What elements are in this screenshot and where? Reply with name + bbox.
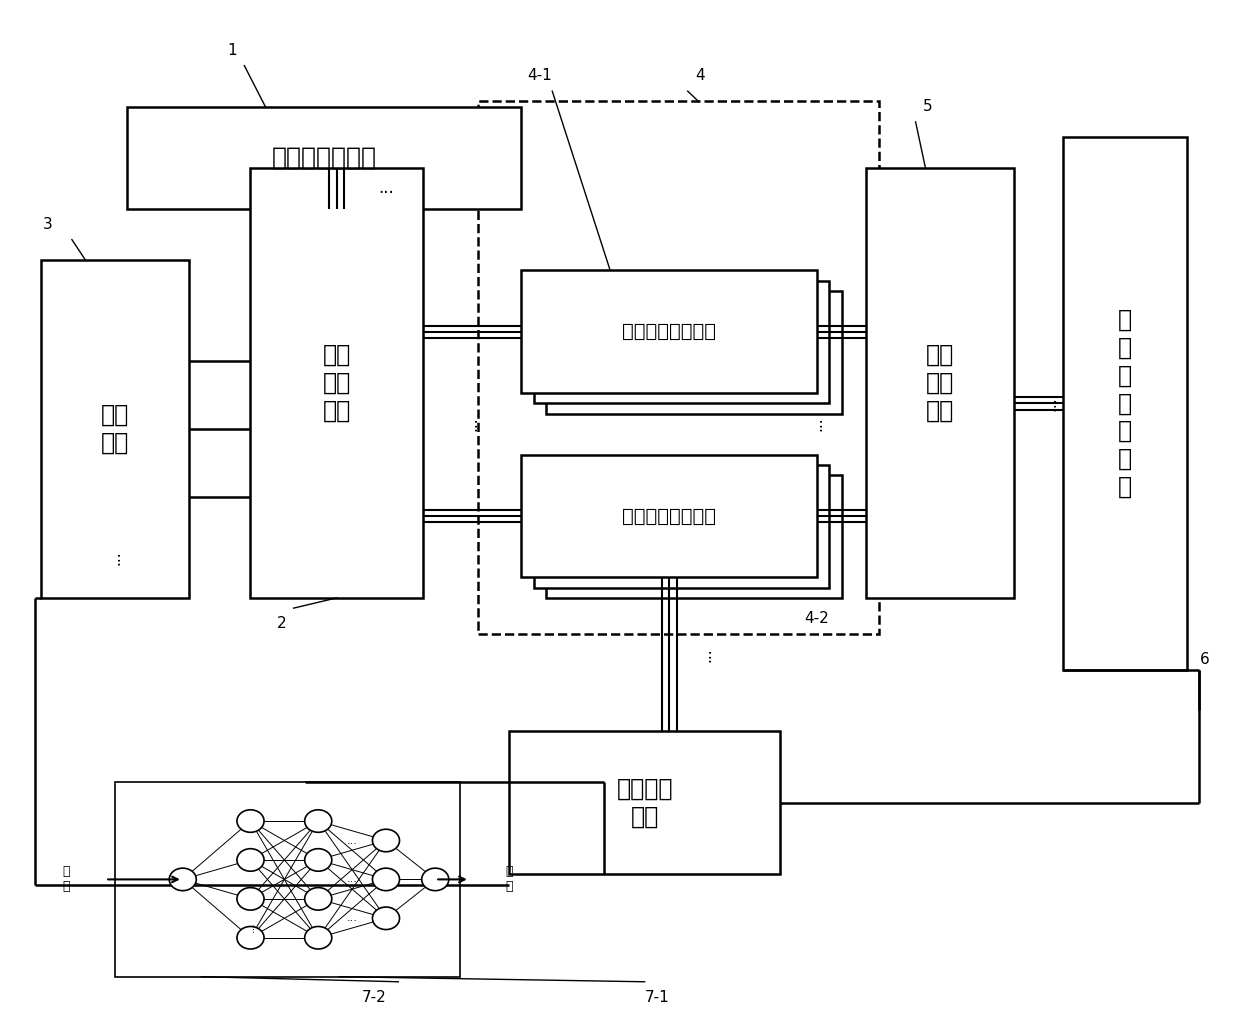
Text: ...: ...	[378, 180, 394, 197]
Text: ...: ...	[810, 417, 825, 431]
Text: ...: ...	[1044, 396, 1059, 411]
Text: 多
功
能
输
出
单
元: 多 功 能 输 出 单 元	[1118, 308, 1132, 498]
Text: 多功能输入单元: 多功能输入单元	[272, 146, 377, 169]
Text: ...: ...	[246, 921, 255, 932]
Text: 人工智能
芯片: 人工智能 芯片	[616, 777, 673, 829]
Text: 3: 3	[42, 217, 52, 232]
Text: ...: ...	[347, 913, 357, 924]
Circle shape	[372, 868, 399, 891]
Bar	[510, 731, 780, 874]
Text: 7-2: 7-2	[361, 990, 386, 1004]
Text: 4-2: 4-2	[805, 611, 830, 625]
Text: ...: ...	[347, 874, 357, 884]
Text: 光源
阵列: 光源 阵列	[100, 404, 129, 455]
Bar	[1064, 137, 1187, 670]
Text: ...: ...	[698, 647, 714, 662]
Bar	[41, 260, 188, 598]
Text: 模拟信号处理单元: 模拟信号处理单元	[622, 322, 717, 342]
Bar	[546, 291, 842, 414]
Circle shape	[305, 848, 332, 871]
Text: 电光
转换
模块: 电光 转换 模块	[322, 343, 351, 423]
Text: 1: 1	[227, 42, 237, 58]
Circle shape	[372, 830, 399, 851]
Bar	[115, 782, 460, 976]
Bar	[522, 454, 817, 578]
Text: 输
出: 输 出	[506, 866, 513, 894]
Bar	[522, 270, 817, 393]
Circle shape	[169, 868, 196, 891]
Circle shape	[237, 888, 264, 910]
Bar	[533, 281, 830, 404]
Bar	[128, 106, 522, 208]
Text: 光电
转换
模块: 光电 转换 模块	[926, 343, 955, 423]
Bar	[479, 101, 879, 634]
Bar	[546, 475, 842, 598]
Text: 数字信号处理单元: 数字信号处理单元	[622, 507, 717, 525]
Text: ...: ...	[108, 550, 123, 565]
Circle shape	[422, 868, 449, 891]
Circle shape	[372, 907, 399, 930]
Text: 4: 4	[696, 68, 704, 84]
Bar	[533, 464, 830, 587]
Text: 2: 2	[277, 616, 286, 631]
Circle shape	[237, 810, 264, 833]
Text: ...: ...	[347, 836, 357, 845]
Text: 7-1: 7-1	[645, 990, 670, 1004]
Circle shape	[305, 888, 332, 910]
Circle shape	[237, 848, 264, 871]
Circle shape	[237, 927, 264, 949]
Circle shape	[305, 810, 332, 833]
Text: 输
入: 输 入	[62, 866, 69, 894]
Text: 4-1: 4-1	[527, 68, 552, 84]
Text: 6: 6	[1200, 652, 1210, 667]
Bar	[250, 168, 423, 598]
Text: 5: 5	[923, 99, 932, 114]
Bar	[867, 168, 1014, 598]
Text: ...: ...	[465, 417, 480, 431]
Circle shape	[305, 927, 332, 949]
